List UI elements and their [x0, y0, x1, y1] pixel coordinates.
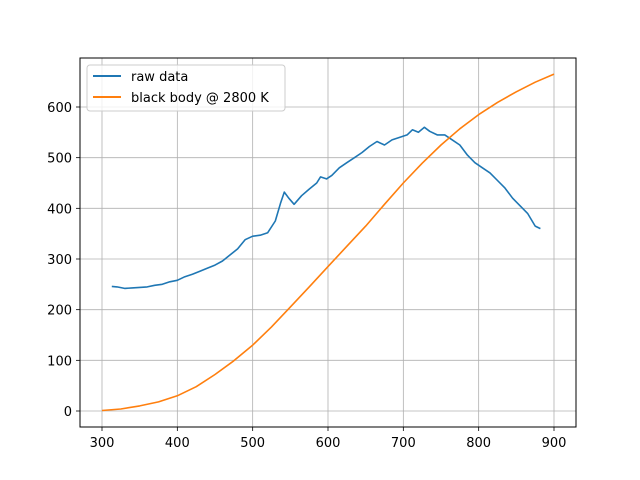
y-tick-label: 600 [47, 101, 72, 116]
legend-label-black-body: black body @ 2800 K [131, 91, 269, 106]
legend-box [86, 64, 286, 112]
x-axis-ticks: 300 400 500 600 700 800 900 [90, 427, 567, 451]
y-tick-label: 300 [47, 253, 72, 268]
x-tick-label: 400 [165, 436, 190, 451]
legend: raw data black body @ 2800 K [86, 64, 286, 112]
y-tick-label: 400 [47, 202, 72, 217]
x-tick-label: 300 [90, 436, 115, 451]
x-tick-label: 500 [240, 436, 265, 451]
plot-lines [101, 73, 555, 412]
legend-label-raw-data: raw data [131, 70, 188, 85]
grid-lines [80, 58, 576, 427]
y-tick-label: 100 [47, 354, 72, 369]
x-tick-label: 700 [391, 436, 416, 451]
x-tick-label: 600 [316, 436, 341, 451]
y-tick-label: 200 [47, 304, 72, 319]
y-tick-label: 0 [64, 405, 72, 420]
series-line-black-body [101, 73, 555, 412]
y-axis-ticks: 0 100 200 300 400 500 600 [47, 101, 80, 420]
y-tick-label: 500 [47, 152, 72, 167]
series-line-raw-data [111, 126, 541, 290]
x-tick-label: 800 [466, 436, 491, 451]
x-tick-label: 900 [542, 436, 567, 451]
